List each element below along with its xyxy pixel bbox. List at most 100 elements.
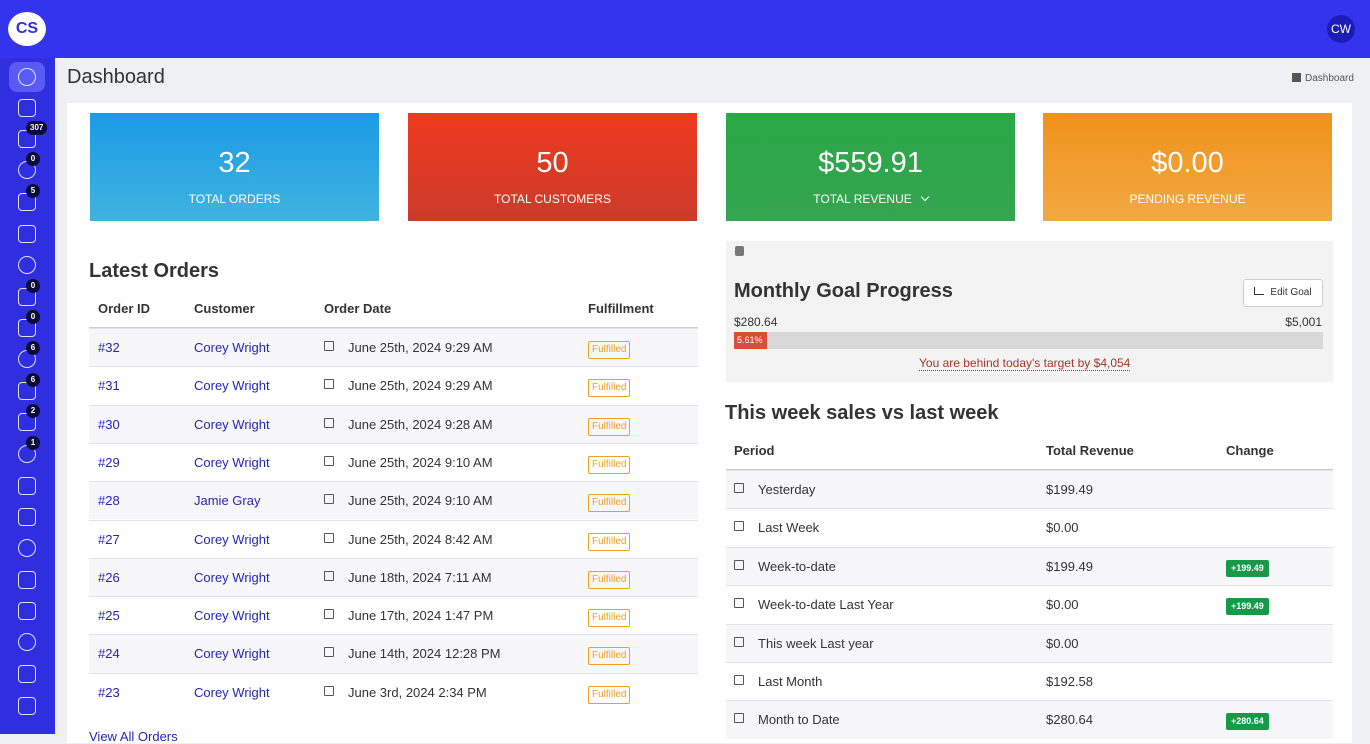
status-badge: Fulfilled <box>588 570 631 589</box>
customer[interactable]: Corey Wright <box>194 569 270 585</box>
nav-badge: 1 <box>26 436 40 450</box>
order-id[interactable]: #23 <box>98 684 120 700</box>
nav-icon[interactable] <box>18 99 36 117</box>
calendar-icon <box>324 455 334 466</box>
chevron[interactable] <box>920 192 929 202</box>
period-text: Week-to-date <box>758 558 836 574</box>
calendar-icon <box>734 713 744 724</box>
view-all-link[interactable]: View All Orders <box>89 729 178 744</box>
order-id[interactable]: #24 <box>98 646 120 662</box>
order-id[interactable]: #31 <box>98 378 120 394</box>
stat-label: TOTAL REVENUE <box>726 192 1015 206</box>
order-id[interactable]: #25 <box>98 608 120 624</box>
order-id[interactable]: #30 <box>98 416 120 432</box>
order-date: June 3rd, 2024 2:34 PM <box>324 674 487 712</box>
order-date: June 17th, 2024 1:47 PM <box>324 597 493 635</box>
order-id[interactable]: #26 <box>98 569 120 585</box>
status-badge: Fulfilled <box>588 455 631 474</box>
calendar-icon <box>324 685 334 696</box>
status-badge: Fulfilled <box>588 532 631 551</box>
order-id[interactable]: #27 <box>98 531 120 547</box>
change-badge: +199.49 <box>1226 559 1269 577</box>
date-text: June 17th, 2024 1:47 PM <box>348 608 494 624</box>
fulfillment: Fulfilled <box>588 367 631 405</box>
goal-current: $280.64 <box>734 315 778 329</box>
customer[interactable]: Corey Wright <box>194 608 270 624</box>
customer[interactable]: Corey Wright <box>194 646 270 662</box>
order-date: June 25th, 2024 9:28 AM <box>324 406 493 444</box>
avatar[interactable]: CW <box>1327 15 1355 43</box>
column-header: Order ID <box>98 301 151 316</box>
order-row: #25 Corey Wright June 17th, 2024 1:47 PM Fu… <box>89 596 698 635</box>
date-text: June 18th, 2024 7:11 AM <box>348 569 492 585</box>
order-row: #30 Corey Wright June 25th, 2024 9:28 AM Fu… <box>89 404 698 444</box>
customer[interactable]: Corey Wright <box>194 378 270 394</box>
order-date: June 25th, 2024 9:29 AM <box>324 329 493 367</box>
lock-icon <box>735 246 744 256</box>
date-text: June 25th, 2024 8:42 AM <box>348 531 493 547</box>
nav-icon[interactable] <box>18 225 36 243</box>
order-id[interactable]: #29 <box>98 454 120 470</box>
revenue: $192.58 <box>1046 674 1093 689</box>
order-id[interactable]: #32 <box>98 340 120 355</box>
period: Week-to-date <box>734 548 836 586</box>
change: +280.64 <box>1226 701 1269 739</box>
nav-icon[interactable] <box>18 665 36 683</box>
order-date: June 25th, 2024 9:29 AM <box>324 367 493 405</box>
nav-badge: 0 <box>26 152 40 166</box>
nav-icon[interactable] <box>18 602 36 620</box>
nav-icon[interactable] <box>18 697 36 715</box>
stat-card: 32 TOTAL ORDERS <box>90 113 379 221</box>
status-badge: Fulfilled <box>588 341 631 359</box>
customer[interactable]: Corey Wright <box>194 416 270 432</box>
change-badge: +280.64 <box>1226 713 1269 731</box>
order-row: #29 Corey Wright June 25th, 2024 9:10 AM Fu… <box>89 442 698 482</box>
fulfillment: Fulfilled <box>588 482 631 520</box>
calendar-icon <box>324 570 334 581</box>
fulfillment: Fulfilled <box>588 597 631 635</box>
customer[interactable]: Jamie Gray <box>194 493 261 509</box>
button-text: Edit Goal <box>1270 287 1312 298</box>
date-text: June 25th, 2024 9:28 AM <box>348 416 493 432</box>
edit-goal-button[interactable]: Edit Goal <box>1243 279 1323 307</box>
stat-label: TOTAL CUSTOMERS <box>494 192 611 206</box>
order-date: June 25th, 2024 9:10 AM <box>324 482 493 520</box>
weekly-row: Week-to-date Last Year $0.00 +199.49 <box>726 585 1333 624</box>
order-row: #27 Corey Wright June 25th, 2024 8:42 AM Fu… <box>89 519 698 559</box>
nav-icon[interactable] <box>18 68 36 86</box>
revenue: $0.00 <box>1046 520 1079 536</box>
customer[interactable]: Corey Wright <box>194 454 270 470</box>
order-id[interactable]: #28 <box>98 493 120 509</box>
stat-value: 32 <box>218 147 251 179</box>
column-header: Customer <box>194 301 255 316</box>
calendar-icon <box>734 483 744 493</box>
calendar-icon <box>734 521 744 532</box>
period-text: Last Month <box>758 674 823 689</box>
period-text: Week-to-date Last Year <box>758 597 894 613</box>
customer[interactable]: Corey Wright <box>194 531 270 547</box>
logo[interactable]: CS <box>8 12 46 46</box>
nav-icon[interactable] <box>18 508 36 526</box>
nav-icon[interactable] <box>18 477 36 495</box>
status-badge: Fulfilled <box>588 685 631 704</box>
customer[interactable]: Corey Wright <box>194 340 270 355</box>
fulfillment: Fulfilled <box>588 521 631 559</box>
stat-label: TOTAL ORDERS <box>188 192 281 206</box>
breadcrumb[interactable]: Dashboard <box>1292 73 1354 84</box>
column-header: Order Date <box>324 301 392 316</box>
nav-icon[interactable] <box>18 571 36 589</box>
column-header: Total Revenue <box>1046 443 1134 458</box>
revenue: $0.00 <box>1046 597 1079 613</box>
nav-icon[interactable] <box>18 633 36 651</box>
nav-icon[interactable] <box>18 539 36 557</box>
calendar-icon <box>734 598 744 609</box>
breadcrumb-text: Dashboard <box>1305 73 1354 84</box>
customer[interactable]: Corey Wright <box>194 684 270 700</box>
period: Month to Date <box>734 701 840 739</box>
status-badge: Fulfilled <box>588 609 631 628</box>
orders-title: Latest Orders <box>89 260 220 282</box>
nav-icon[interactable] <box>18 256 36 274</box>
order-row: #26 Corey Wright June 18th, 2024 7:11 AM Fu… <box>89 557 698 597</box>
stat-card: 50 TOTAL CUSTOMERS <box>408 113 697 221</box>
